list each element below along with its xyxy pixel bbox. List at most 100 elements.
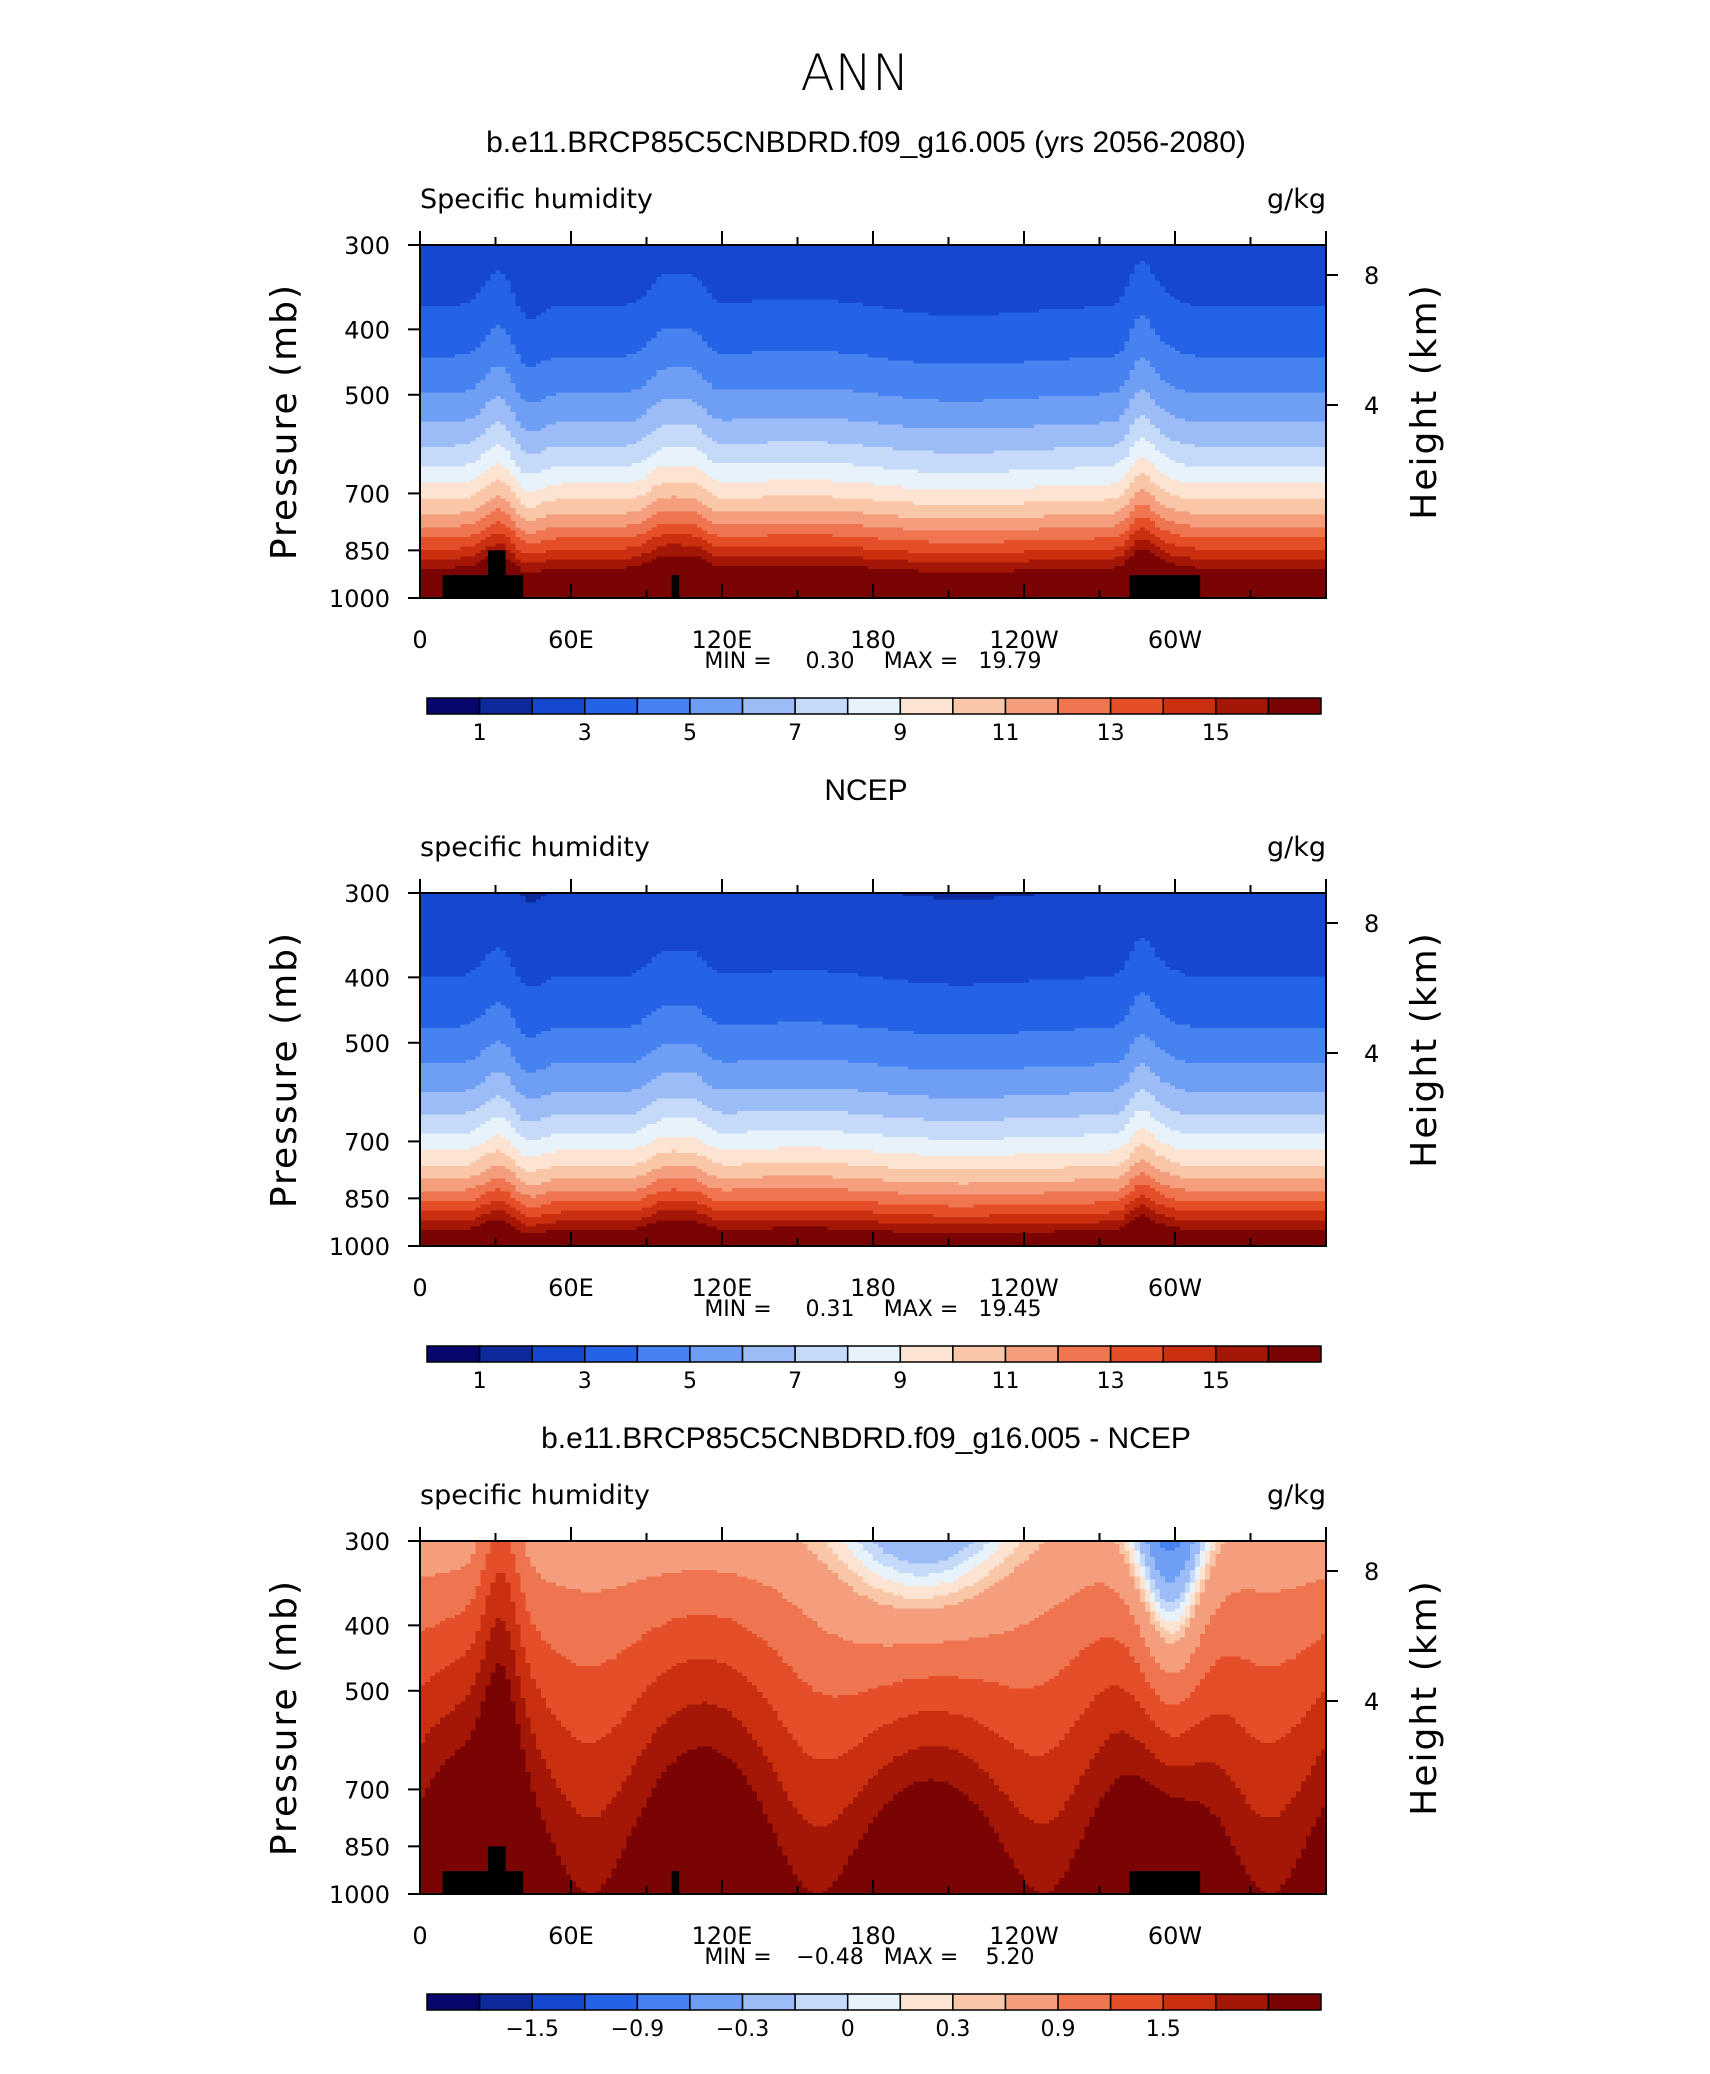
colorbar-box: [846, 697, 902, 715]
contour-cell: [1074, 1178, 1131, 1183]
contour-cell: [1315, 1579, 1327, 1584]
contour-cell: [485, 1640, 512, 1645]
contour-cell: [1144, 415, 1176, 419]
contour-cell: [1149, 941, 1327, 945]
contour-cell: [480, 963, 512, 968]
contour-cell: [490, 366, 507, 371]
contour-cell: [525, 896, 542, 901]
contour-cell: [1175, 1207, 1327, 1212]
contour-cell: [420, 1678, 431, 1683]
contour-cell: [420, 562, 476, 567]
contour-cell: [1114, 463, 1136, 468]
contour-cell: [1124, 562, 1176, 567]
contour-cell: [1094, 537, 1131, 541]
contour-cell: [515, 299, 638, 304]
contour-cell: [903, 395, 1040, 400]
contour-cell: [520, 1624, 537, 1629]
contour-cell: [1195, 1557, 1201, 1561]
min-value: 0.30: [806, 649, 855, 674]
contour-cell: [857, 1557, 874, 1561]
contour-cell: [455, 354, 522, 358]
contour-cell: [1164, 1701, 1181, 1706]
contour-cell: [1134, 520, 1156, 525]
colorbar-box: [478, 697, 533, 715]
contour-cell: [475, 1595, 487, 1600]
contour-cell: [636, 1762, 673, 1767]
contour-cell: [873, 1149, 1111, 1154]
contour-cell: [420, 476, 476, 480]
contour-cell: [636, 1579, 758, 1584]
contour-cell: [1134, 995, 1151, 1000]
contour-cell: [1084, 1646, 1131, 1651]
contour-cell: [1144, 1598, 1151, 1603]
contour-cell: [480, 1082, 512, 1087]
contour-cell: [1169, 1733, 1181, 1738]
contour-cell: [1305, 1839, 1327, 1844]
contour-cell: [636, 1059, 723, 1064]
contour-cell: [1210, 1560, 1216, 1565]
contour-cell: [701, 957, 1131, 961]
contour-cell: [1205, 1573, 1211, 1577]
contour-cell: [1134, 1544, 1141, 1549]
contour-cell: [963, 1752, 1030, 1757]
contour-cell: [777, 1711, 919, 1715]
colorbar-label: 15: [1202, 721, 1230, 746]
contour-cell: [525, 1213, 542, 1218]
contour-cell: [948, 1592, 980, 1597]
contour-cell: [505, 482, 522, 487]
contour-cell: [420, 504, 481, 509]
contour-cell: [983, 1813, 1025, 1818]
contour-cell: [1139, 1544, 1151, 1549]
contour-cell: [420, 1181, 487, 1186]
contour-cell: [646, 1576, 748, 1581]
contour-cell: [515, 437, 643, 442]
contour-cell: [646, 1172, 708, 1176]
contour-cell: [420, 1637, 476, 1642]
contour-cell: [1185, 1088, 1327, 1093]
contour-cell: [857, 1842, 1005, 1847]
contour-cell: [560, 1210, 658, 1215]
contour-cell: [475, 347, 517, 352]
contour-cell: [636, 440, 718, 445]
contour-cell: [475, 1640, 487, 1645]
contour-cell: [772, 1823, 814, 1828]
contour-cell: [470, 1175, 517, 1180]
contour-cell: [525, 1547, 809, 1552]
y2-axis-title: Height (km): [1404, 283, 1445, 519]
contour-cell: [832, 1550, 854, 1555]
contour-cell: [1134, 530, 1151, 535]
contour-cell: [485, 338, 512, 342]
contour-cell: [1245, 1730, 1292, 1735]
contour-cell: [883, 1563, 960, 1568]
contour-cell: [525, 517, 537, 522]
colorbar-label: 0: [841, 2017, 855, 2042]
contour-cell: [485, 1563, 517, 1568]
contour-cell: [1300, 1781, 1327, 1786]
contour-cell: [1139, 1634, 1161, 1638]
contour-cell: [1119, 1730, 1126, 1735]
contour-cell: [1195, 1560, 1201, 1565]
contour-cell: [530, 1611, 804, 1616]
contour-cell: [1164, 1156, 1327, 1160]
contour-cell: [455, 1752, 527, 1757]
contour-cell: [1129, 328, 1156, 333]
contour-cell: [1154, 1117, 1327, 1122]
contour-cell: [772, 1765, 884, 1770]
contour-cell: [440, 1765, 527, 1770]
contour-cell: [742, 1772, 778, 1776]
contour-cell: [545, 1191, 658, 1196]
contour-cell: [1129, 1646, 1151, 1651]
contour-cell: [973, 1553, 990, 1558]
contour-cell: [485, 527, 512, 532]
contour-cell: [646, 379, 708, 384]
contour-cell: [1220, 1550, 1327, 1555]
contour-cell: [1109, 1784, 1156, 1789]
contour-cell: [515, 350, 638, 355]
contour-cell: [686, 1749, 718, 1754]
contour-cell: [1185, 1059, 1327, 1064]
contour-cell: [545, 424, 663, 429]
contour-cell: [716, 350, 753, 355]
contour-cell: [837, 350, 1121, 355]
contour-cell: [656, 1201, 698, 1205]
contour-cell: [420, 1204, 481, 1209]
